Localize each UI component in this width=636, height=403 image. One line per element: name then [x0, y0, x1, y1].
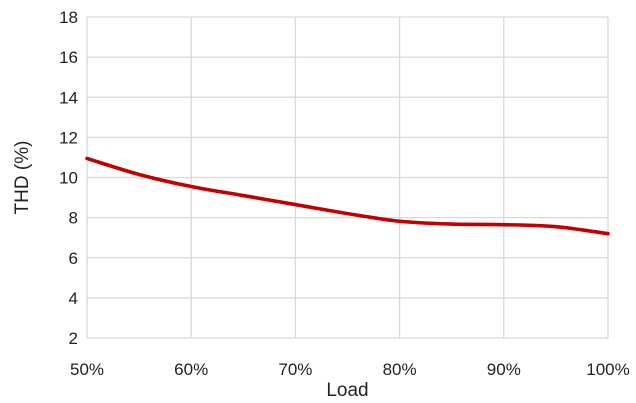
x-tick-label: 60% — [174, 360, 208, 379]
y-tick-label: 4 — [69, 289, 78, 308]
y-tick-label: 6 — [69, 249, 78, 268]
grid-layer — [86, 16, 609, 339]
x-axis-title: Load — [326, 380, 368, 401]
y-tick-label: 16 — [59, 48, 78, 67]
y-tick-label: 8 — [69, 209, 78, 228]
x-tick-label: 70% — [278, 360, 312, 379]
x-tick-label: 90% — [487, 360, 521, 379]
x-tick-label: 80% — [383, 360, 417, 379]
y-tick-label: 2 — [69, 329, 78, 348]
y-tick-label: 18 — [59, 8, 78, 27]
y-axis-title: THD (%) — [12, 141, 33, 215]
series-layer — [85, 156, 610, 236]
y-tick-label: 10 — [59, 169, 78, 188]
thd-series-line — [85, 156, 610, 236]
tick-labels: 2 4 6 8 10 12 14 16 18 50% 60% 70% 80% 90% 100% — [59, 8, 630, 379]
y-tick-label: 12 — [59, 128, 78, 147]
x-tick-label: 100% — [586, 360, 629, 379]
x-tick-label: 50% — [70, 360, 104, 379]
y-tick-label: 14 — [59, 88, 78, 107]
